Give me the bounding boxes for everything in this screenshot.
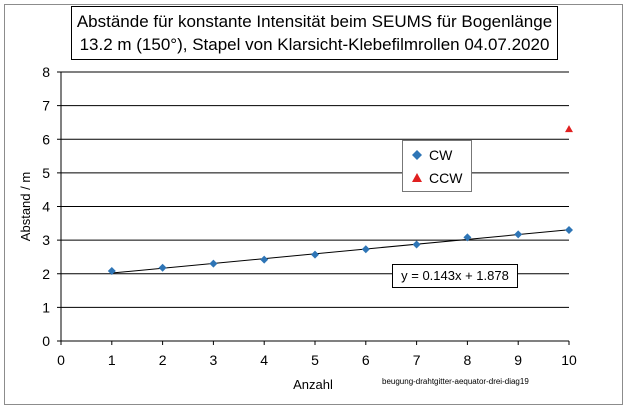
trendline-equation: y = 0.143x + 1.878 bbox=[392, 264, 518, 288]
chart-title-line-2: 13.2 m (150°), Stapel von Klarsicht-Kleb… bbox=[79, 35, 550, 54]
chart-frame bbox=[4, 4, 623, 405]
y-tick-label: 6 bbox=[42, 131, 50, 147]
x-tick-label: 2 bbox=[159, 352, 167, 368]
legend-label-ccw: CCW bbox=[429, 170, 463, 186]
y-tick-label: 7 bbox=[42, 98, 50, 114]
y-axis-label: Abstand / m bbox=[18, 172, 33, 241]
data-point-cw bbox=[107, 267, 116, 276]
data-point-cw bbox=[209, 259, 218, 268]
data-point-cw bbox=[565, 226, 573, 235]
diamond-marker-icon bbox=[411, 145, 427, 165]
x-tick-label: 1 bbox=[108, 352, 116, 368]
data-point-cw bbox=[514, 230, 523, 239]
x-tick-label: 7 bbox=[413, 352, 421, 368]
y-tick-label: 4 bbox=[42, 199, 50, 215]
x-tick-label: 6 bbox=[362, 352, 370, 368]
x-tick-label: 9 bbox=[514, 352, 522, 368]
triangle-marker-icon bbox=[411, 168, 427, 188]
legend-item-cw: CW bbox=[411, 145, 452, 165]
data-point-cw bbox=[311, 250, 319, 259]
y-tick-label: 3 bbox=[42, 232, 50, 248]
data-points bbox=[107, 125, 573, 276]
chart-footnote: beugung-drahtgitter-aequator-drei-diag19 bbox=[382, 377, 529, 386]
y-tick-label: 1 bbox=[42, 299, 50, 315]
chart-title-line-1: Abstände für konstante Intensität beim S… bbox=[76, 12, 553, 31]
legend-label-cw: CW bbox=[429, 147, 453, 163]
legend-item-ccw: CCW bbox=[411, 168, 462, 188]
x-tick-label: 8 bbox=[464, 352, 472, 368]
data-point-cw bbox=[412, 240, 421, 249]
tick-labels: 0 1 2 3 4 5 6 7 8 0 1 2 3 4 5 6 7 8 9 10 bbox=[42, 64, 577, 368]
data-point-cw bbox=[260, 255, 269, 264]
trendline-group bbox=[111, 229, 570, 274]
x-tick-label: 0 bbox=[57, 352, 65, 368]
x-axis-label: Anzahl bbox=[293, 377, 333, 392]
axes bbox=[57, 71, 570, 345]
trendline bbox=[111, 229, 570, 274]
x-tick-label: 3 bbox=[210, 352, 218, 368]
data-point-cw bbox=[463, 233, 472, 242]
legend: CW CCW bbox=[402, 140, 472, 192]
data-point-cw bbox=[361, 245, 370, 254]
y-tick-label: 2 bbox=[42, 266, 50, 282]
x-tick-label: 5 bbox=[311, 352, 319, 368]
y-tick-label: 8 bbox=[42, 64, 50, 80]
x-tick-label: 10 bbox=[561, 352, 577, 368]
data-point-ccw bbox=[565, 125, 573, 133]
y-tick-label: 5 bbox=[42, 165, 50, 181]
data-point-cw bbox=[158, 263, 167, 272]
y-tick-label: 0 bbox=[42, 333, 50, 349]
chart-title: Abstände für konstante Intensität beim S… bbox=[71, 6, 558, 60]
x-tick-label: 4 bbox=[260, 352, 268, 368]
